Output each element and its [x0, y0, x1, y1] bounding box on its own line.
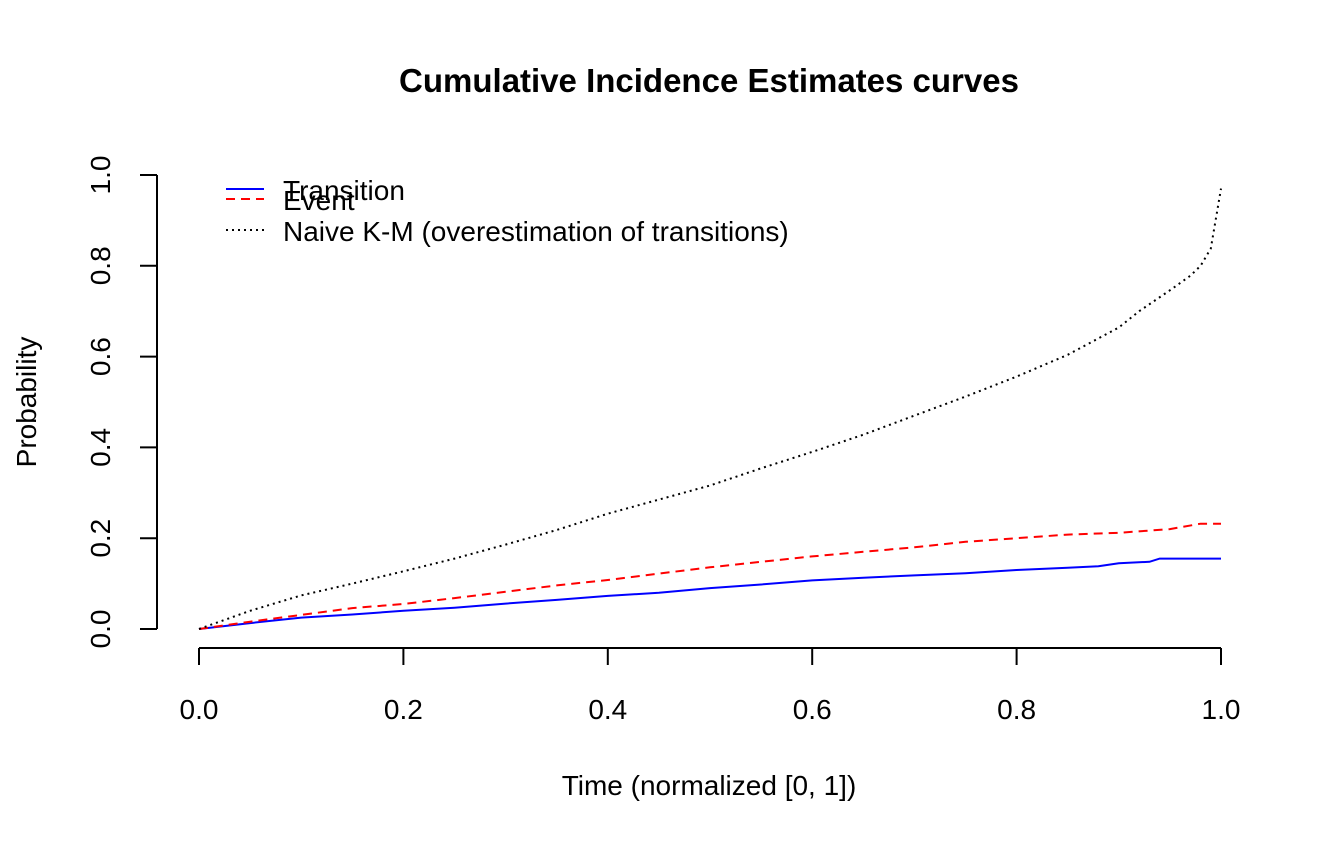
series-line-3: [198, 188, 1222, 630]
y-tick-label: 1.0: [85, 156, 116, 195]
x-tick-label: 0.0: [180, 694, 219, 725]
x-tick-label: 0.2: [384, 694, 423, 725]
y-tick-label: 0.2: [85, 519, 116, 558]
series-line-1: [198, 557, 1221, 630]
x-tick-label: 1.0: [1202, 694, 1241, 725]
y-axis-ticks: 0.0 0.2 0.4 0.6 0.8 1.0: [85, 156, 157, 649]
y-tick-label: 0.8: [85, 246, 116, 285]
plot-area: [198, 188, 1222, 630]
chart-title: Cumulative Incidence Estimates curves: [399, 62, 1019, 99]
y-axis-label: Probability: [11, 337, 42, 468]
series-line-2: [198, 522, 1221, 630]
x-tick-label: 0.4: [588, 694, 627, 725]
y-tick-label: 0.0: [85, 610, 116, 649]
x-tick-label: 0.8: [997, 694, 1036, 725]
legend-label: Naive K-M (overestimation of transitions…: [283, 216, 789, 247]
legend-label: Event: [283, 185, 355, 216]
x-tick-label: 0.6: [793, 694, 832, 725]
x-axis-ticks: 0.0 0.2 0.4 0.6 0.8 1.0: [180, 648, 1241, 725]
y-tick-label: 0.4: [85, 428, 116, 467]
y-tick-label: 0.6: [85, 337, 116, 376]
x-axis-label: Time (normalized [0, 1]): [562, 770, 857, 801]
legend-label: Transition: [283, 175, 405, 206]
